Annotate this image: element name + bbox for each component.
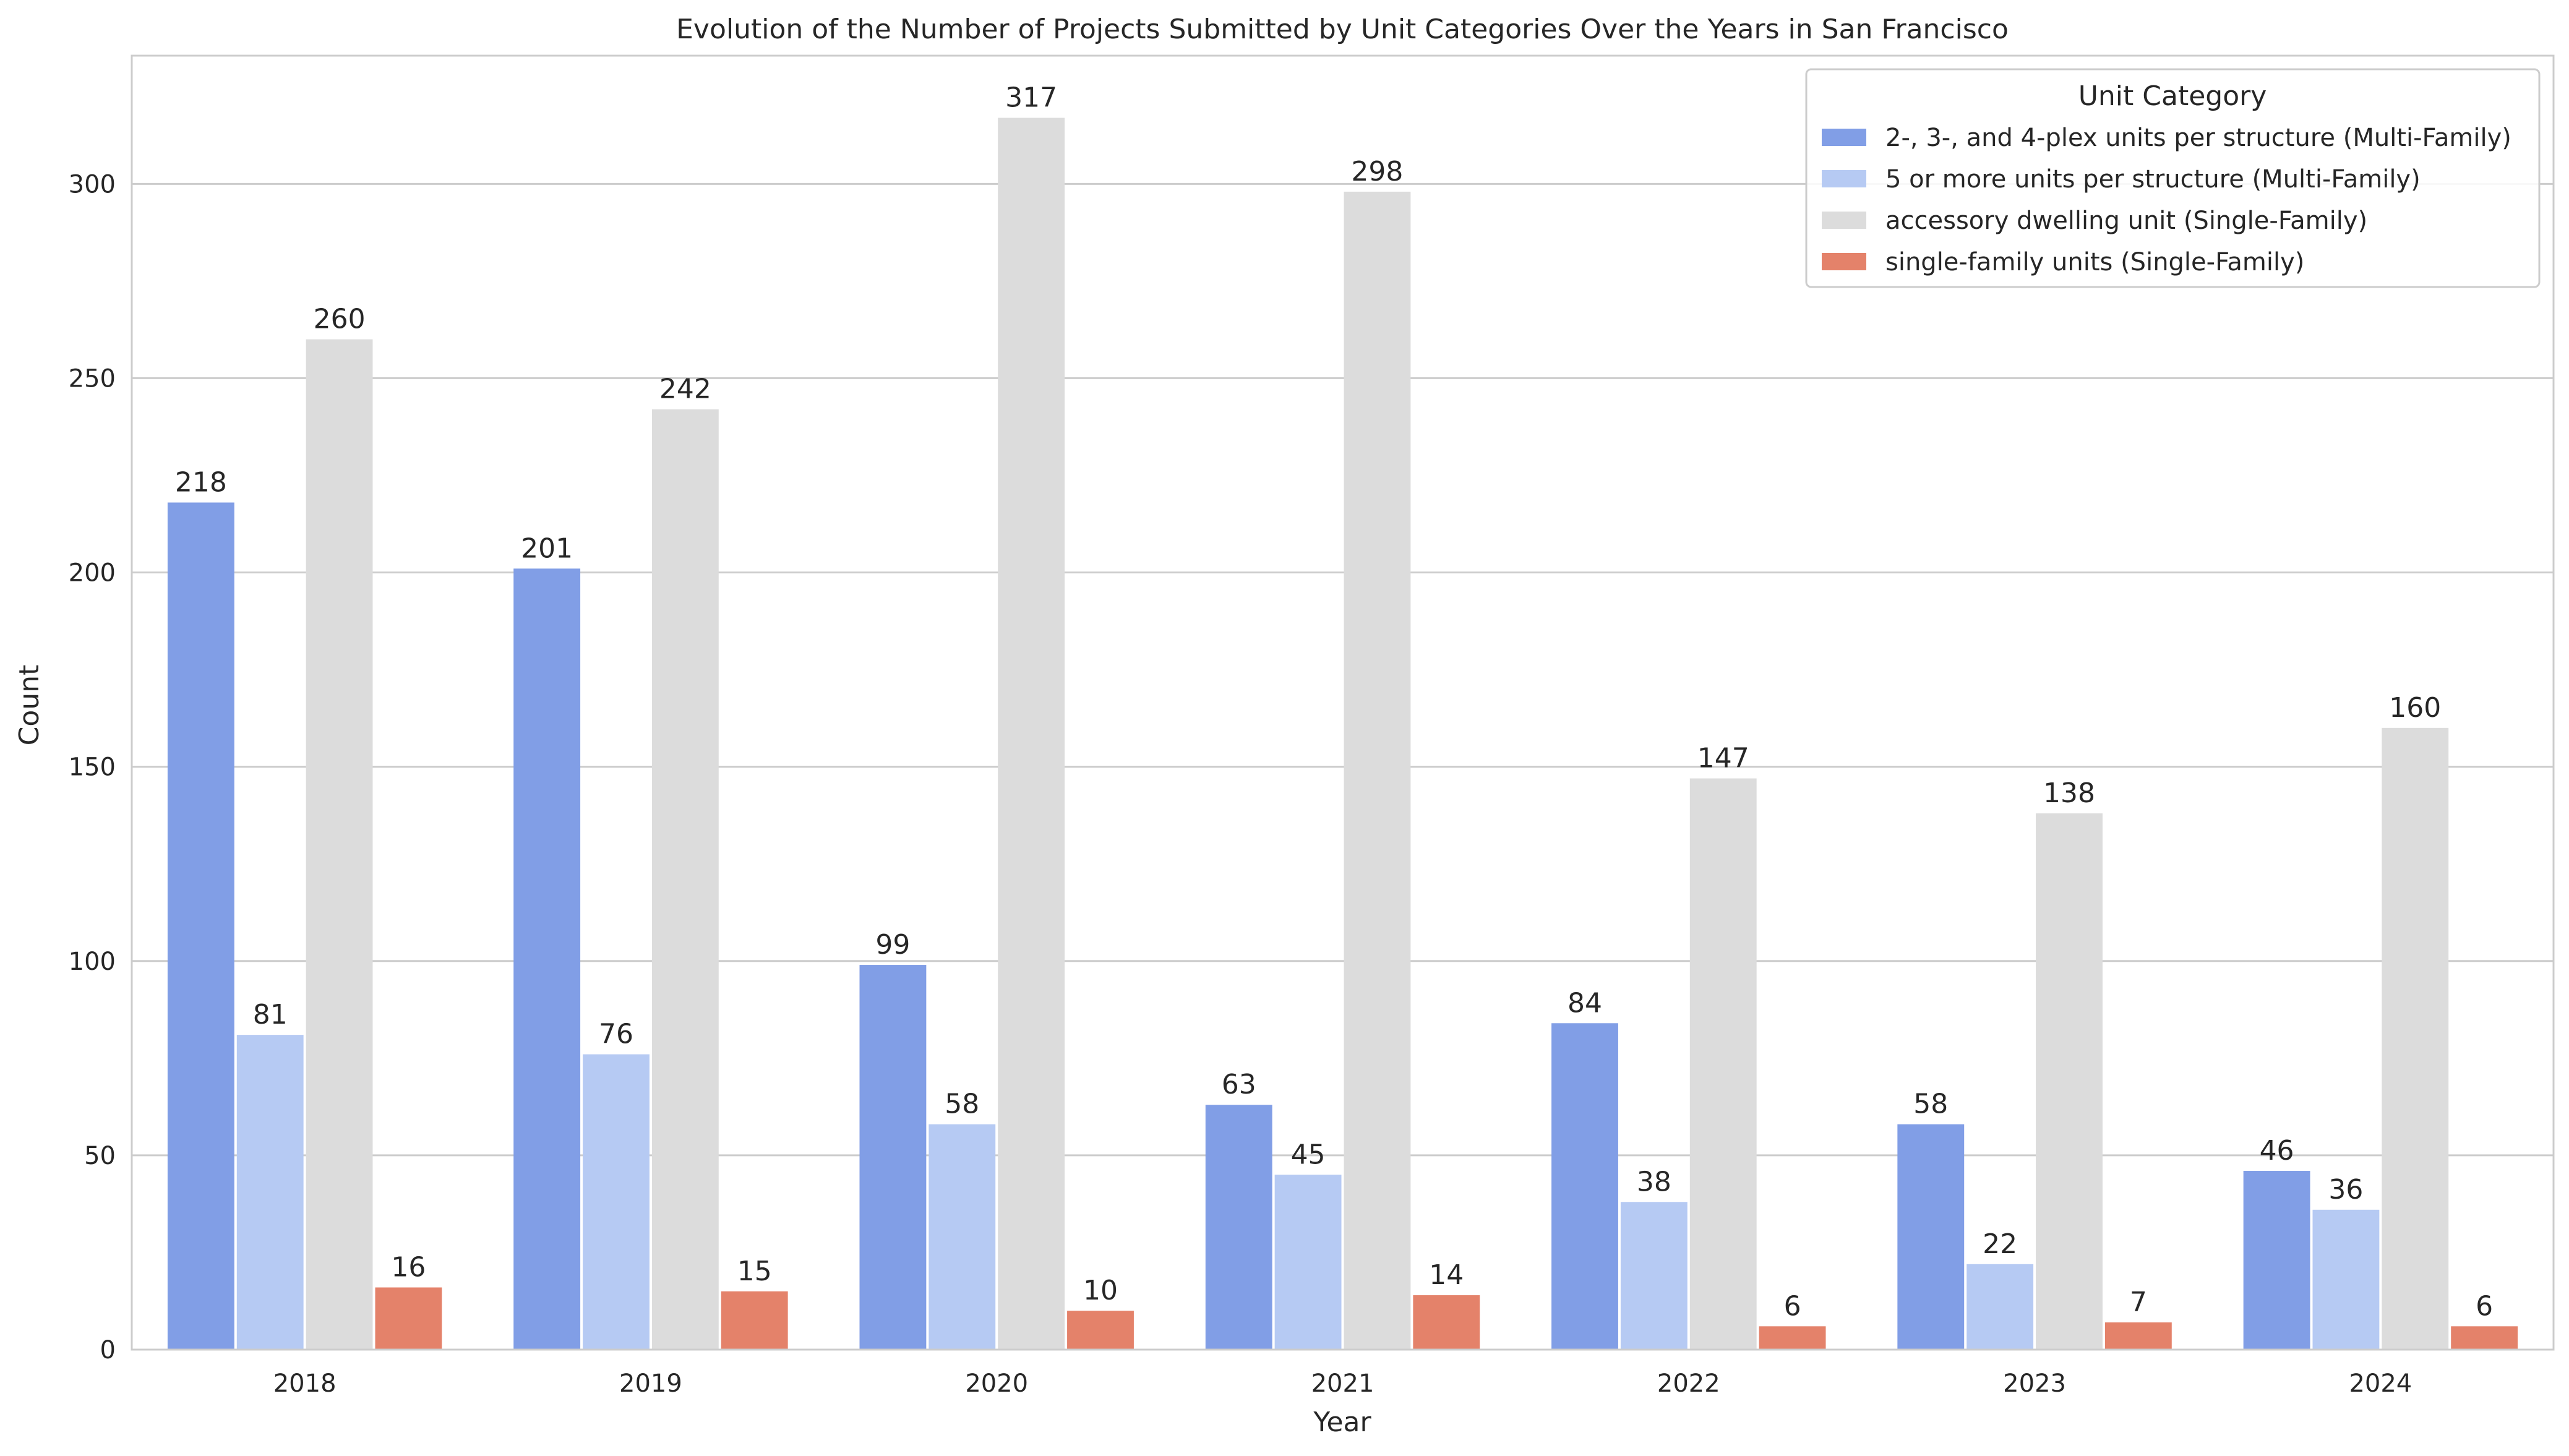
data-label: 10 bbox=[1083, 1275, 1118, 1306]
data-label: 58 bbox=[945, 1089, 979, 1120]
bar bbox=[1067, 1311, 1134, 1350]
x-tick-label: 2024 bbox=[2349, 1369, 2412, 1398]
x-axis-label: Year bbox=[1313, 1407, 1371, 1438]
x-tick-label: 2023 bbox=[2003, 1369, 2066, 1398]
bar bbox=[1689, 778, 1757, 1350]
data-label: 81 bbox=[253, 999, 288, 1030]
x-tick-labels: 2018 2019 2020 2021 2022 2023 2024 bbox=[273, 1369, 2412, 1398]
data-label: 138 bbox=[2043, 777, 2095, 809]
data-label: 260 bbox=[314, 304, 366, 335]
x-tick-label: 2021 bbox=[1311, 1369, 1375, 1398]
bar bbox=[2451, 1326, 2518, 1350]
legend-title: Unit Category bbox=[2078, 80, 2267, 112]
data-label: 36 bbox=[2328, 1174, 2363, 1205]
y-tick-label: 50 bbox=[84, 1142, 116, 1170]
bar bbox=[1897, 1124, 1965, 1350]
bar bbox=[583, 1054, 650, 1350]
data-label: 58 bbox=[1913, 1089, 1948, 1120]
data-label: 63 bbox=[1222, 1069, 1256, 1100]
plot-frame bbox=[131, 54, 2555, 1351]
bar bbox=[513, 568, 581, 1350]
data-label: 16 bbox=[391, 1251, 426, 1283]
legend-swatch bbox=[1822, 212, 1866, 229]
data-label: 242 bbox=[659, 374, 711, 405]
bar bbox=[721, 1291, 788, 1350]
legend-label: accessory dwelling unit (Single-Family) bbox=[1885, 207, 2367, 235]
y-tick-label: 250 bbox=[69, 364, 116, 393]
data-label: 38 bbox=[1637, 1166, 1671, 1197]
bar bbox=[2312, 1209, 2380, 1350]
bar bbox=[2104, 1322, 2172, 1350]
bar bbox=[2243, 1171, 2310, 1350]
y-tick-label: 300 bbox=[69, 170, 116, 199]
y-tick-label: 150 bbox=[69, 753, 116, 782]
data-label: 6 bbox=[1784, 1290, 1801, 1322]
bar bbox=[998, 118, 1065, 1350]
legend-swatch bbox=[1822, 253, 1866, 270]
data-label: 201 bbox=[521, 533, 573, 564]
data-label: 218 bbox=[175, 466, 227, 498]
data-label: 22 bbox=[1983, 1228, 2017, 1260]
legend-swatch bbox=[1822, 129, 1866, 146]
legend-box bbox=[1805, 68, 2541, 288]
y-tick-labels: 0 50 100 150 200 250 300 bbox=[69, 170, 116, 1364]
bar bbox=[859, 965, 927, 1350]
bar bbox=[1344, 191, 1411, 1350]
data-label: 99 bbox=[875, 929, 910, 961]
legend-label: 5 or more units per structure (Multi-Fam… bbox=[1885, 165, 2421, 194]
data-label: 84 bbox=[1568, 987, 1602, 1019]
bar bbox=[1551, 1023, 1618, 1350]
y-tick-label: 100 bbox=[69, 948, 116, 976]
chart-title: Evolution of the Number of Projects Subm… bbox=[676, 14, 2009, 45]
y-tick-label: 0 bbox=[100, 1336, 116, 1364]
legend-items: 2-, 3-, and 4-plex units per structure (… bbox=[1822, 124, 2511, 276]
bar bbox=[1413, 1295, 1480, 1350]
x-tick-label: 2020 bbox=[965, 1369, 1028, 1398]
y-tick-label: 200 bbox=[69, 559, 116, 588]
data-label: 7 bbox=[2130, 1287, 2147, 1318]
bar bbox=[651, 409, 719, 1350]
data-label: 147 bbox=[1697, 743, 1749, 774]
bar bbox=[236, 1035, 304, 1350]
data-label: 45 bbox=[1291, 1139, 1326, 1170]
y-axis-label: Count bbox=[14, 665, 45, 746]
x-tick-label: 2018 bbox=[273, 1369, 337, 1398]
data-label: 6 bbox=[2476, 1290, 2493, 1322]
data-label: 160 bbox=[2389, 692, 2441, 724]
data-label: 76 bbox=[599, 1019, 633, 1050]
bar bbox=[1205, 1105, 1272, 1350]
bar bbox=[2036, 813, 2103, 1350]
x-tick-label: 2022 bbox=[1657, 1369, 1720, 1398]
legend-label: single-family units (Single-Family) bbox=[1885, 248, 2304, 276]
bars bbox=[167, 118, 2518, 1350]
bar bbox=[306, 339, 373, 1350]
legend: Unit Category 2-, 3-, and 4-plex units p… bbox=[1805, 68, 2541, 288]
data-label: 298 bbox=[1351, 156, 1403, 187]
data-label: 317 bbox=[1005, 82, 1057, 114]
bar bbox=[2382, 727, 2449, 1350]
x-tick-label: 2019 bbox=[619, 1369, 682, 1398]
bar bbox=[1274, 1175, 1342, 1350]
data-labels: 2188126016201762421599583171063452981484… bbox=[175, 82, 2493, 1322]
data-label: 15 bbox=[737, 1256, 772, 1287]
bar bbox=[1759, 1326, 1826, 1350]
bar bbox=[1966, 1264, 2034, 1350]
bar bbox=[929, 1124, 996, 1350]
legend-label: 2-, 3-, and 4-plex units per structure (… bbox=[1885, 124, 2511, 152]
legend-swatch bbox=[1822, 170, 1866, 187]
bar bbox=[167, 502, 234, 1350]
bar bbox=[375, 1287, 442, 1350]
bar bbox=[1620, 1202, 1688, 1350]
data-label: 14 bbox=[1429, 1259, 1464, 1291]
data-label: 46 bbox=[2260, 1135, 2294, 1167]
